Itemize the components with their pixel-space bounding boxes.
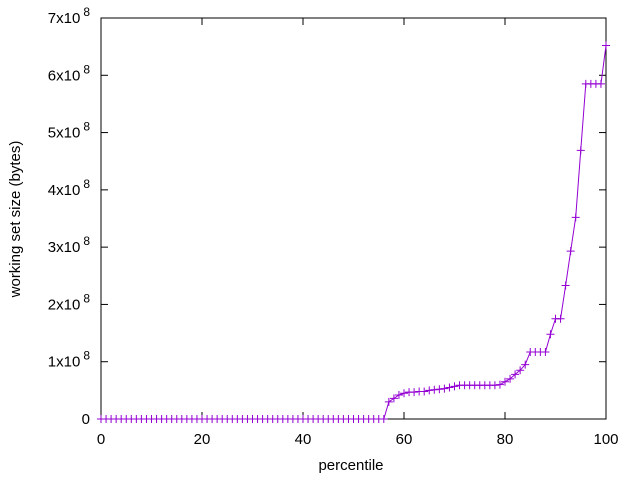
x-tick-label: 20: [194, 431, 211, 448]
data-point-marker: [541, 347, 550, 356]
y-tick-exponent: 8: [83, 234, 90, 248]
y-tick-exponent: 8: [83, 62, 90, 76]
data-point-marker: [576, 146, 585, 155]
data-point-marker: [379, 415, 388, 423]
data-point-marker: [516, 366, 525, 375]
data-point-marker: [602, 41, 610, 50]
plot-frame: [100, 17, 607, 420]
x-tick-label: 80: [497, 431, 514, 448]
y-tick-mantissa: 0: [82, 411, 90, 428]
data-point-marker: [571, 213, 580, 222]
x-tick-label: 40: [295, 431, 312, 448]
data-point-marker: [561, 281, 570, 290]
x-tick-label: 60: [396, 431, 413, 448]
data-point-marker: [596, 79, 605, 88]
y-tick-exponent: 8: [83, 5, 90, 19]
data-point-marker: [394, 390, 403, 399]
y-tick-exponent: 8: [83, 120, 90, 134]
data-point-marker: [420, 387, 429, 396]
y-tick-label: 4x10 8: [48, 177, 91, 199]
y-tick-label: 0: [82, 411, 90, 428]
x-axis-ticks: 0 20 40 60 80 100: [97, 18, 619, 448]
y-tick-exponent: 8: [83, 349, 90, 363]
y-tick-exponent: 8: [83, 177, 90, 191]
y-tick-label: 2x10 8: [48, 291, 91, 313]
y-tick-mantissa: 7x10: [48, 10, 81, 27]
y-tick-exponent: 8: [83, 291, 90, 305]
y-tick-label: 6x10 8: [48, 62, 91, 84]
y-tick-label: 1x10 8: [48, 349, 91, 371]
data-point-marker: [435, 385, 444, 394]
data-point-marker: [495, 380, 504, 389]
data-point-marker: [400, 389, 408, 398]
data-point-marker: [384, 397, 393, 406]
data-point-marker: [450, 382, 459, 391]
y-tick-mantissa: 4x10: [48, 182, 81, 199]
y-tick-mantissa: 6x10: [48, 67, 81, 84]
data-point-marker: [440, 384, 449, 393]
data-point-marker: [425, 386, 434, 395]
data-point-marker: [445, 383, 454, 392]
y-tick-mantissa: 1x10: [48, 354, 81, 371]
y-tick-mantissa: 3x10: [48, 239, 81, 256]
data-point-marker: [506, 374, 515, 383]
data-point-marker: [556, 314, 565, 323]
data-point-marker: [566, 247, 575, 256]
x-tick-label: 0: [97, 431, 105, 448]
data-point-marker: [501, 377, 509, 386]
x-axis-title: percentile: [318, 457, 383, 474]
data-point-marker: [410, 388, 419, 397]
y-tick-label: 7x10 8: [48, 5, 91, 27]
data-point-marker: [546, 330, 555, 339]
data-point-marker: [389, 394, 398, 403]
series-line: [101, 45, 607, 420]
data-point-marker: [490, 381, 499, 390]
y-tick-mantissa: 5x10: [48, 125, 81, 142]
data-point-marker: [430, 385, 439, 394]
y-tick-label: 5x10 8: [48, 120, 91, 142]
series-markers: [97, 41, 610, 423]
data-point-marker: [521, 360, 530, 369]
y-tick-label: 3x10 8: [48, 234, 91, 256]
y-axis-title: working set size (bytes): [7, 141, 24, 299]
data-point-marker: [511, 370, 520, 379]
x-tick-label: 100: [593, 431, 618, 448]
y-tick-mantissa: 2x10: [48, 296, 81, 313]
